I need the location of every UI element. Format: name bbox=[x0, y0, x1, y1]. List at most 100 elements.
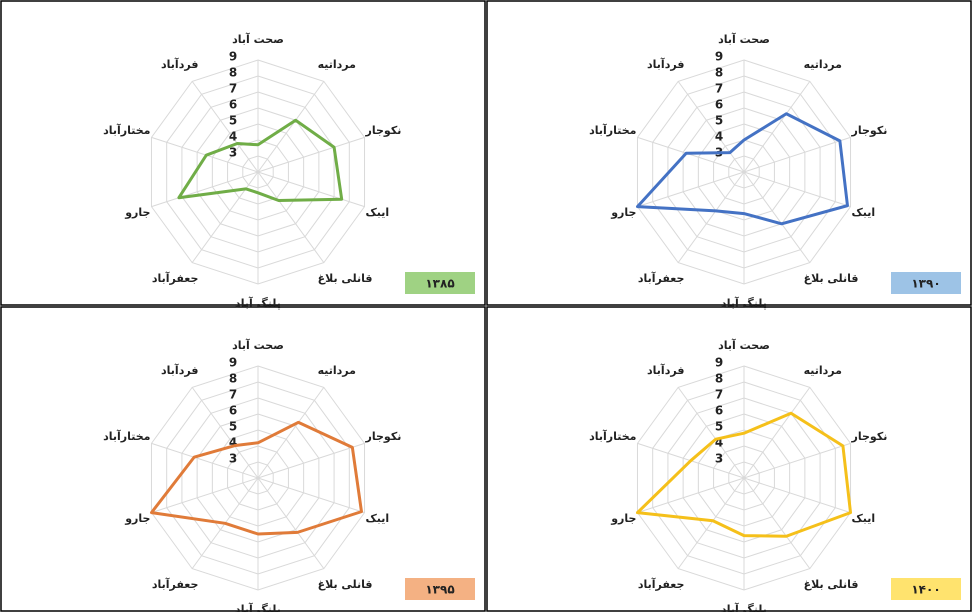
category-label: ایبک bbox=[852, 206, 876, 219]
category-label: ایبک bbox=[366, 206, 390, 219]
spoke bbox=[743, 171, 851, 208]
spoke bbox=[257, 171, 365, 208]
spoke bbox=[743, 81, 811, 173]
chart-title: ۱۳۹۵ bbox=[425, 583, 454, 597]
category-label: نکوجار bbox=[365, 124, 402, 137]
spoke bbox=[257, 81, 325, 173]
category-label: جعفرآباد bbox=[152, 271, 199, 285]
category-label: پلنگ آباد bbox=[721, 296, 767, 310]
category-label: نکوجار bbox=[851, 430, 888, 443]
r-tick-label: 7 bbox=[715, 82, 723, 96]
category-label: پلنگ آباد bbox=[235, 296, 281, 310]
category-label: جعفرآباد bbox=[152, 577, 199, 591]
spoke bbox=[151, 477, 259, 514]
spoke bbox=[191, 81, 259, 173]
spoke bbox=[743, 477, 811, 569]
spoke bbox=[151, 442, 259, 479]
category-label: ایبک bbox=[852, 512, 876, 525]
panel-border bbox=[486, 0, 972, 306]
r-tick-label: 5 bbox=[715, 114, 723, 128]
spoke bbox=[637, 171, 745, 208]
spoke bbox=[151, 136, 259, 173]
category-label: فردآباد bbox=[161, 57, 198, 71]
category-label: صحت آباد bbox=[718, 338, 770, 352]
r-tick-label: 4 bbox=[715, 130, 723, 144]
spoke bbox=[151, 171, 259, 208]
r-tick-label: 4 bbox=[229, 130, 237, 144]
r-tick-label: 3 bbox=[715, 452, 723, 466]
panel-border bbox=[0, 0, 486, 306]
category-label: صحت آباد bbox=[718, 32, 770, 46]
r-tick-label: 8 bbox=[229, 66, 237, 80]
category-label: مرداتیه bbox=[318, 364, 356, 377]
category-label: جارو bbox=[124, 512, 150, 525]
category-label: قانلی بلاغ bbox=[804, 272, 859, 285]
r-tick-label: 9 bbox=[229, 50, 237, 64]
spoke bbox=[743, 387, 811, 479]
category-label: مرداتیه bbox=[804, 58, 842, 71]
category-label: نکوجار bbox=[851, 124, 888, 137]
title-box bbox=[405, 578, 475, 600]
spoke bbox=[257, 477, 325, 569]
spoke bbox=[257, 387, 325, 479]
r-tick-label: 4 bbox=[715, 436, 723, 450]
chart-title: ۱۴۰۰ bbox=[911, 583, 940, 597]
panel-border bbox=[486, 306, 972, 612]
category-label: فردآباد bbox=[647, 363, 684, 377]
r-tick-label: 7 bbox=[229, 82, 237, 96]
category-label: مختارآباد bbox=[589, 429, 636, 443]
r-tick-label: 7 bbox=[715, 388, 723, 402]
r-tick-label: 6 bbox=[229, 404, 237, 418]
r-tick-label: 7 bbox=[229, 388, 237, 402]
r-tick-label: 9 bbox=[229, 356, 237, 370]
category-label: نکوجار bbox=[365, 430, 402, 443]
category-label: مرداتیه bbox=[318, 58, 356, 71]
category-label: مرداتیه bbox=[804, 364, 842, 377]
r-tick-label: 5 bbox=[715, 420, 723, 434]
spoke bbox=[637, 136, 745, 173]
category-label: قانلی بلاغ bbox=[318, 578, 373, 591]
spoke bbox=[677, 171, 745, 263]
category-label: قانلی بلاغ bbox=[804, 578, 859, 591]
category-label: جارو bbox=[610, 512, 636, 525]
r-tick-label: 6 bbox=[715, 98, 723, 112]
r-tick-label: 3 bbox=[229, 452, 237, 466]
radar-line bbox=[177, 118, 344, 202]
category-label: مختارآباد bbox=[103, 123, 150, 137]
category-label: جارو bbox=[610, 206, 636, 219]
radar-line bbox=[635, 411, 853, 538]
category-label: صحت آباد bbox=[232, 32, 284, 46]
spoke bbox=[257, 171, 325, 263]
spoke bbox=[257, 136, 365, 173]
r-tick-label: 9 bbox=[715, 356, 723, 370]
spoke bbox=[191, 387, 259, 479]
chart-title: ۱۳۹۰ bbox=[911, 277, 940, 291]
r-tick-label: 4 bbox=[229, 436, 237, 450]
spoke bbox=[743, 171, 811, 263]
r-tick-label: 6 bbox=[715, 404, 723, 418]
r-tick-label: 8 bbox=[715, 66, 723, 80]
r-tick-label: 8 bbox=[229, 372, 237, 386]
spoke bbox=[677, 387, 745, 479]
radar-line bbox=[149, 420, 363, 536]
r-tick-label: 3 bbox=[229, 146, 237, 160]
category-label: جارو bbox=[124, 206, 150, 219]
category-label: مختارآباد bbox=[589, 123, 636, 137]
spoke bbox=[257, 477, 365, 514]
category-label: صحت آباد bbox=[232, 338, 284, 352]
category-label: پلنگ آباد bbox=[721, 602, 767, 612]
category-label: فردآباد bbox=[647, 57, 684, 71]
panel-border bbox=[0, 306, 486, 612]
title-box bbox=[891, 578, 961, 600]
title-box bbox=[405, 272, 475, 294]
spoke bbox=[743, 442, 851, 479]
r-tick-label: 6 bbox=[229, 98, 237, 112]
spoke bbox=[677, 81, 745, 173]
spoke bbox=[191, 171, 259, 263]
r-tick-label: 9 bbox=[715, 50, 723, 64]
radar-line bbox=[635, 112, 849, 226]
spoke bbox=[637, 477, 745, 514]
category-label: جعفرآباد bbox=[638, 271, 685, 285]
spoke bbox=[257, 442, 365, 479]
